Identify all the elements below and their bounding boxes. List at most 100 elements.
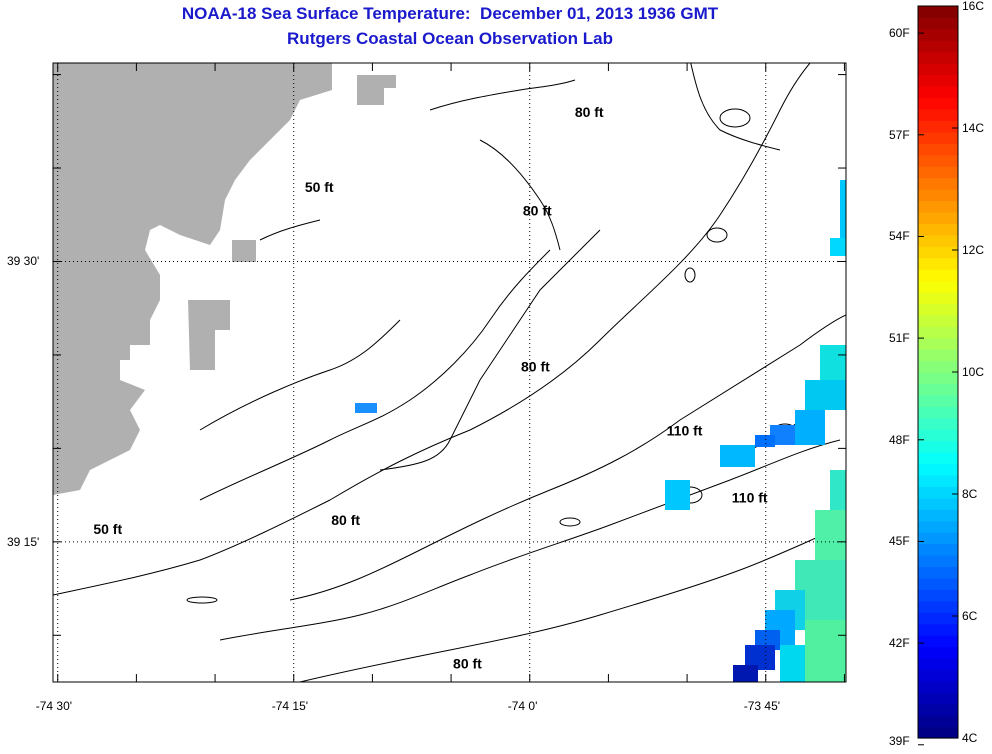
colorbar-step — [918, 337, 958, 350]
contour-label: 80 ft — [523, 203, 552, 219]
colorbar-step — [918, 612, 958, 625]
contour-label: 110 ft — [667, 422, 703, 438]
colorbar-step — [918, 269, 958, 282]
colorbar-step — [918, 360, 958, 373]
colorbar-step — [918, 177, 958, 190]
colorbar-step — [918, 383, 958, 396]
contour-labels: 50 ft 50 ft 80 ft 80 ft 80 ft 80 ft 80 ft 110 f… — [93, 104, 768, 672]
colorbar-step — [918, 154, 958, 167]
colorbar-step — [918, 577, 958, 590]
axis-ticks — [53, 63, 846, 682]
colorbar-step — [918, 623, 958, 636]
colorbar-step — [918, 86, 958, 99]
contour-label: 50 ft — [93, 521, 122, 537]
colorbar-step — [918, 532, 958, 545]
colorbar-label-f: 45F — [889, 534, 910, 549]
colorbar-step — [918, 51, 958, 64]
x-tick-label: -74 15' — [271, 699, 309, 713]
colorbar-step — [918, 74, 958, 87]
colorbar-step — [918, 223, 958, 236]
contour-label: 50 ft — [305, 179, 334, 195]
colorbar-step — [918, 417, 958, 430]
colorbar-step — [918, 291, 958, 304]
sst-pixels — [355, 180, 846, 682]
map-frame — [52, 62, 847, 683]
contour-label: 110 ft — [732, 490, 768, 506]
colorbar-step — [918, 406, 958, 419]
colorbar-label-c: 10C — [962, 365, 985, 379]
colorbar-step — [918, 394, 958, 407]
colorbar-label-c: 6C — [962, 609, 978, 623]
colorbar-label-c: 14C — [962, 121, 985, 135]
colorbar-step — [918, 669, 958, 682]
colorbar-label-c: 16C — [962, 0, 985, 13]
colorbar-step — [918, 703, 958, 716]
colorbar-step — [918, 326, 958, 339]
colorbar-label-f: 42F — [889, 636, 910, 651]
x-tick-label: -74 30' — [35, 699, 73, 713]
x-tick-label: -73 45' — [743, 699, 781, 713]
colorbar-step — [918, 189, 958, 202]
colorbar-step — [918, 589, 958, 602]
colorbar-step — [918, 463, 958, 476]
colorbar-label-f: 60F — [889, 26, 910, 41]
colorbar-step — [918, 40, 958, 53]
colorbar-step — [918, 497, 958, 510]
colorbar-step — [918, 646, 958, 659]
colorbar-label-c: 4C — [962, 731, 978, 745]
colorbar-step — [918, 600, 958, 613]
colorbar-step — [918, 97, 958, 110]
colorbar-step — [918, 257, 958, 270]
colorbar-step — [918, 657, 958, 670]
colorbar-label-f: 39F — [889, 734, 910, 748]
colorbar-step — [918, 166, 958, 179]
colorbar-step — [918, 680, 958, 693]
colorbar-step — [918, 131, 958, 144]
y-tick-label: 39 30' — [7, 254, 40, 269]
colorbar-step — [918, 566, 958, 579]
colorbar-step — [918, 349, 958, 362]
map-subtitle: Rutgers Coastal Ocean Observation Lab — [287, 29, 613, 48]
contour-label: 80 ft — [331, 512, 360, 528]
colorbar-step — [918, 108, 958, 121]
colorbar-step — [918, 440, 958, 453]
colorbar-step — [918, 303, 958, 316]
colorbar-step — [918, 715, 958, 728]
colorbar-step — [918, 452, 958, 465]
colorbar-step — [918, 474, 958, 487]
colorbar-step — [918, 314, 958, 327]
colorbar-label-f: 54F — [889, 229, 910, 244]
colorbar-step — [918, 17, 958, 30]
y-tick-label: 39 15' — [7, 534, 40, 549]
colorbar-step — [918, 509, 958, 522]
colorbar-step — [918, 635, 958, 648]
colorbar-step — [918, 63, 958, 76]
colorbar-step — [918, 372, 958, 385]
contour-label: 80 ft — [521, 358, 550, 374]
colorbar-step — [918, 486, 958, 499]
colorbar-step — [918, 234, 958, 247]
x-tick-label: -74 0' — [507, 699, 538, 713]
colorbar-step — [918, 246, 958, 259]
colorbar-step — [918, 429, 958, 442]
colorbar-step — [918, 6, 958, 19]
colorbar-step — [918, 211, 958, 224]
colorbar-step — [918, 543, 958, 556]
contour-label: 80 ft — [453, 656, 482, 672]
colorbar — [917, 5, 959, 746]
colorbar-step — [918, 200, 958, 213]
colorbar-step — [918, 280, 958, 293]
colorbar-step — [918, 520, 958, 533]
colorbar-step — [918, 555, 958, 568]
lat-lon-grid — [53, 63, 846, 682]
colorbar-label-f: 51F — [889, 331, 910, 346]
colorbar-label-c: 12C — [962, 243, 985, 257]
colorbar-label-f: 48F — [889, 432, 910, 447]
colorbar-step — [918, 28, 958, 41]
colorbar-step — [918, 143, 958, 156]
contour-label: 80 ft — [575, 104, 604, 120]
colorbar-label-f: 57F — [889, 127, 910, 142]
map-title: NOAA-18 Sea Surface Temperature: Decembe… — [181, 4, 719, 23]
colorbar-label-c: 8C — [962, 487, 978, 501]
